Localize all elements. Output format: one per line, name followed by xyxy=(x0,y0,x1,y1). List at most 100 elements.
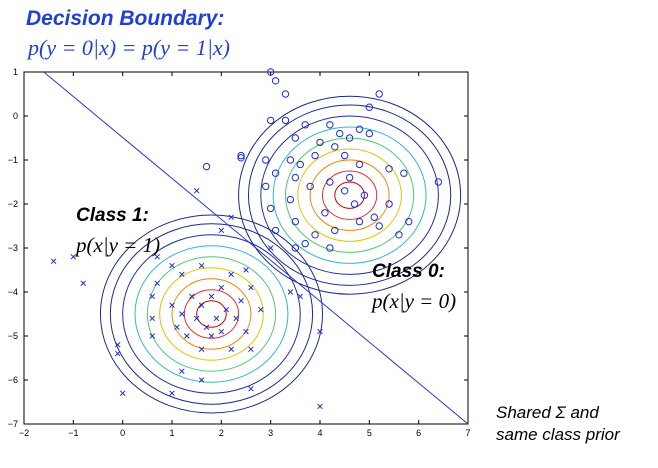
class0-point xyxy=(326,121,334,129)
y-tick-label: −5 xyxy=(8,331,18,341)
class0-point xyxy=(385,165,393,173)
class0-point xyxy=(331,143,339,151)
class0-contour xyxy=(284,137,415,253)
class0-point xyxy=(291,244,300,252)
annotation-note: Shared Σ and same class prior xyxy=(496,402,620,446)
class0-point xyxy=(311,231,319,239)
class1-point xyxy=(317,328,323,335)
class1-point xyxy=(169,262,175,269)
class0-point xyxy=(296,160,304,169)
class1-contour-outer xyxy=(99,214,323,414)
class1-point xyxy=(243,267,249,273)
class1-point xyxy=(317,403,323,410)
class1-point xyxy=(198,377,205,383)
class1-point xyxy=(243,328,249,335)
class0-point xyxy=(340,151,349,160)
y-tick-label: −4 xyxy=(8,287,18,297)
class0-point xyxy=(355,217,364,226)
class0-point xyxy=(311,151,319,160)
class1-point xyxy=(228,214,234,220)
class0-point xyxy=(375,222,383,230)
class1-point xyxy=(70,254,77,260)
class0-point xyxy=(266,204,275,213)
class1-point xyxy=(228,346,234,352)
x-tick-label: 6 xyxy=(416,428,421,438)
class1-point xyxy=(287,289,294,295)
class0-point xyxy=(370,213,378,221)
class1-point xyxy=(179,311,185,317)
class0-point xyxy=(326,178,334,186)
x-tick-label: −1 xyxy=(68,428,78,438)
class0-point xyxy=(340,187,349,195)
x-tick-label: 7 xyxy=(465,428,470,438)
class0-point xyxy=(301,121,309,129)
class0-point xyxy=(266,68,275,76)
class0-point xyxy=(262,182,270,191)
class0-contour xyxy=(272,126,427,264)
class1-contour xyxy=(183,289,240,339)
class1-point xyxy=(208,333,215,339)
class0-point xyxy=(360,191,369,199)
class1-point xyxy=(193,188,200,194)
class1-point xyxy=(119,390,126,396)
class0-formula: p(x|y = 0) xyxy=(372,289,457,313)
class0-contour-outer xyxy=(247,104,452,286)
class1-point xyxy=(198,302,205,308)
class0-point xyxy=(434,178,443,186)
class0-point xyxy=(271,77,280,85)
x-tick-label: 2 xyxy=(219,428,224,438)
x-tick-label: 3 xyxy=(268,428,273,438)
decision-boundary-title: Decision Boundary: xyxy=(26,7,225,30)
class1-point xyxy=(188,293,195,300)
class0-point xyxy=(331,226,339,235)
class0-point xyxy=(355,160,364,169)
class0-point xyxy=(365,103,374,111)
class0-point xyxy=(350,200,359,208)
y-tick-label: −2 xyxy=(8,199,18,209)
class1-point xyxy=(149,293,156,300)
class1-contour xyxy=(159,267,264,361)
class0-title: Class 0: xyxy=(372,261,445,282)
class1-contour xyxy=(122,234,301,394)
class0-point xyxy=(262,156,270,164)
class1-point xyxy=(198,262,205,269)
x-tick-label: 5 xyxy=(367,428,372,438)
class1-point xyxy=(169,302,175,308)
class1-point xyxy=(154,280,160,286)
note-line-2: same class prior xyxy=(496,425,620,444)
class1-point xyxy=(198,346,205,352)
class0-contour-outer xyxy=(238,95,462,295)
class1-point xyxy=(258,306,264,313)
class1-contour xyxy=(134,245,289,383)
class1-point xyxy=(238,298,244,304)
class0-point xyxy=(345,173,354,182)
class1-point xyxy=(267,245,274,251)
y-tick-label: −3 xyxy=(8,243,18,253)
class1-point xyxy=(213,315,220,322)
class1-point xyxy=(184,333,190,339)
class0-point xyxy=(316,138,324,147)
class0-point xyxy=(355,125,364,133)
class0-contour xyxy=(321,170,378,220)
class0-point xyxy=(291,173,300,182)
class0-point xyxy=(306,182,314,191)
class0-point xyxy=(266,116,275,125)
y-tick-label: 1 xyxy=(13,67,18,77)
class0-contour xyxy=(260,115,439,275)
class0-point xyxy=(345,134,354,142)
class0-point xyxy=(301,239,309,248)
class0-point xyxy=(365,129,374,138)
class1-point xyxy=(218,227,225,234)
class1-point xyxy=(228,271,234,278)
class1-point xyxy=(179,271,185,278)
class0-point xyxy=(385,200,393,208)
class1-point xyxy=(233,315,239,322)
class0-point xyxy=(395,231,403,239)
class1-point xyxy=(149,315,156,322)
class1-point xyxy=(50,258,57,264)
class1-point xyxy=(174,324,180,330)
class0-point xyxy=(336,129,344,138)
class0-point xyxy=(237,154,245,162)
class1-point xyxy=(297,293,304,300)
